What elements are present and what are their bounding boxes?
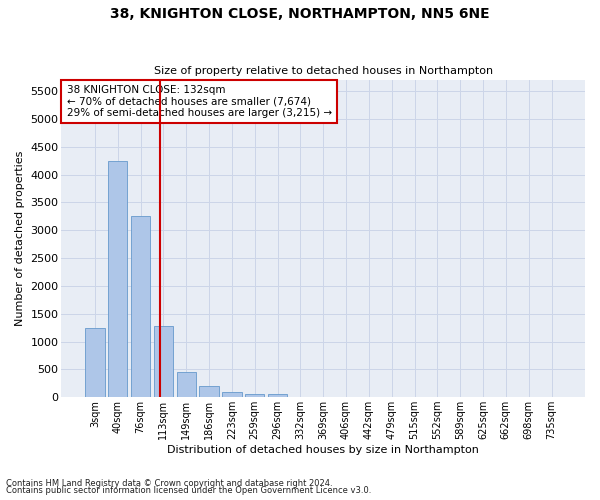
X-axis label: Distribution of detached houses by size in Northampton: Distribution of detached houses by size … — [167, 445, 479, 455]
Y-axis label: Number of detached properties: Number of detached properties — [15, 151, 25, 326]
Text: Contains public sector information licensed under the Open Government Licence v3: Contains public sector information licen… — [6, 486, 371, 495]
Bar — [222, 392, 242, 397]
Bar — [131, 216, 151, 397]
Bar — [176, 372, 196, 397]
Bar — [85, 328, 104, 397]
Bar — [268, 394, 287, 397]
Title: Size of property relative to detached houses in Northampton: Size of property relative to detached ho… — [154, 66, 493, 76]
Text: 38 KNIGHTON CLOSE: 132sqm
← 70% of detached houses are smaller (7,674)
29% of se: 38 KNIGHTON CLOSE: 132sqm ← 70% of detac… — [67, 85, 332, 118]
Bar — [199, 386, 219, 397]
Bar — [108, 160, 127, 397]
Text: 38, KNIGHTON CLOSE, NORTHAMPTON, NN5 6NE: 38, KNIGHTON CLOSE, NORTHAMPTON, NN5 6NE — [110, 8, 490, 22]
Bar — [154, 326, 173, 397]
Bar — [245, 394, 265, 397]
Text: Contains HM Land Registry data © Crown copyright and database right 2024.: Contains HM Land Registry data © Crown c… — [6, 478, 332, 488]
